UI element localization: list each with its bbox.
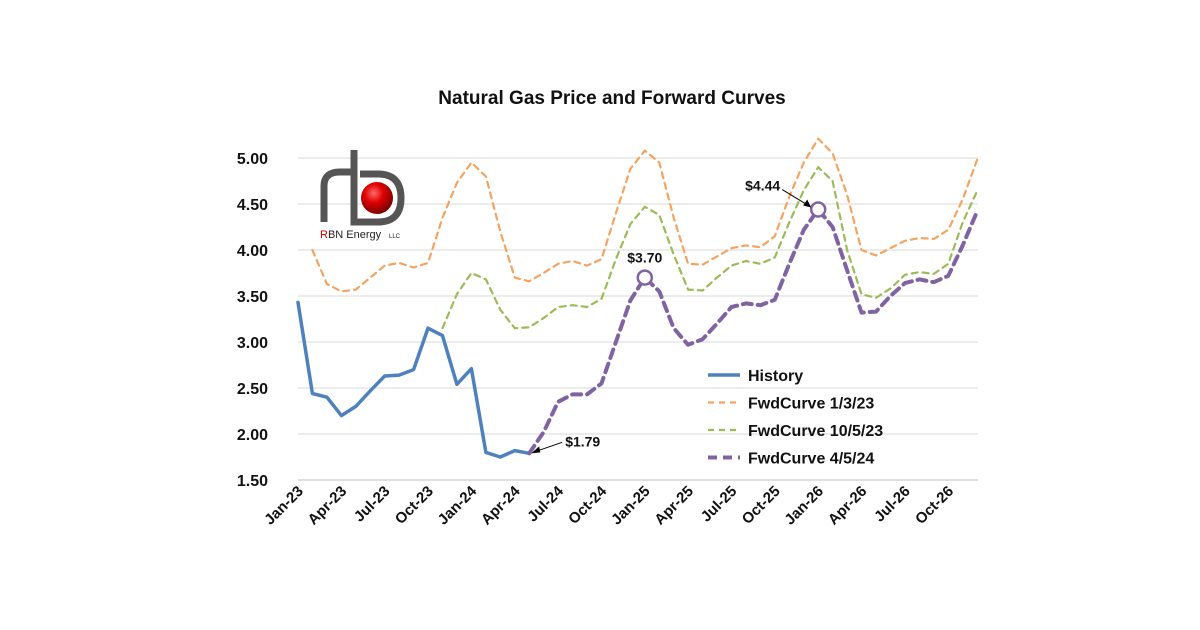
y-tick-label: 3.00 — [237, 335, 268, 352]
y-tick-label: 5.00 — [237, 151, 268, 168]
rbn-logo: RBN Energy LLC — [320, 150, 405, 241]
legend: History FwdCurve 1/3/23 FwdCurve 10/5/23 Fw… — [708, 368, 883, 468]
legend-label-1: FwdCurve 1/3/23 — [748, 396, 874, 413]
x-tick-label: Jul-26 — [871, 483, 914, 526]
y-tick-label: 2.50 — [237, 381, 268, 398]
x-tick-label: Jan-26 — [781, 483, 827, 529]
series-lines — [296, 137, 980, 459]
annotation-label: $3.70 — [627, 250, 662, 266]
x-tick-label: Jan-25 — [608, 483, 654, 529]
legend-label-3: FwdCurve 4/5/24 — [748, 451, 874, 468]
y-tick-label: 1.50 — [237, 473, 268, 490]
annotation-marker — [809, 201, 827, 218]
x-tick-label: Jul-25 — [698, 483, 741, 526]
x-tick-label: Oct-26 — [912, 483, 957, 528]
annotation-label: $4.44 — [745, 178, 780, 194]
x-tick-label: Jan-23 — [261, 483, 307, 529]
x-tick-label: Oct-23 — [392, 483, 437, 528]
x-tick-label: Jan-24 — [435, 482, 481, 528]
x-tick-label: Apr-23 — [305, 483, 351, 529]
logo-text: RBN Energy — [320, 229, 382, 241]
series-line-3 — [527, 207, 980, 456]
legend-label-0: History — [748, 368, 803, 385]
gridlines — [298, 157, 978, 435]
series-line-2 — [441, 166, 979, 330]
y-tick-label: 2.00 — [237, 427, 268, 444]
annotation-arrowhead — [531, 446, 541, 454]
y-axis-tick-labels: 1.50 2.00 2.50 3.00 3.50 4.00 4.50 5.00 — [237, 151, 268, 490]
x-tick-label: Apr-26 — [825, 483, 871, 529]
y-tick-label: 3.50 — [237, 289, 268, 306]
chart-title: Natural Gas Price and Forward Curves — [438, 88, 785, 109]
annotations: $3.70 $4.44 $1.79 — [531, 178, 827, 454]
logo-pipe-r — [320, 168, 352, 222]
annotation-label: $1.79 — [565, 433, 600, 449]
x-tick-label: Oct-24 — [565, 482, 610, 527]
annotation-arrowhead — [803, 199, 812, 208]
legend-label-2: FwdCurve 10/5/23 — [748, 423, 883, 440]
series-line-0 — [296, 300, 531, 459]
annotation-marker — [636, 269, 654, 286]
x-tick-label: Apr-24 — [478, 482, 524, 528]
y-tick-label: 4.50 — [237, 197, 268, 214]
x-tick-label: Apr-25 — [651, 483, 697, 529]
x-tick-label: Jul-24 — [524, 482, 567, 525]
x-tick-label: Oct-25 — [739, 483, 784, 528]
x-tick-label: Jul-23 — [351, 483, 394, 526]
logo-llc: LLC — [389, 234, 401, 240]
logo-red-ball — [361, 182, 393, 214]
series-line-1 — [311, 137, 979, 293]
y-tick-label: 4.00 — [237, 243, 268, 260]
logo-pipe-b — [350, 150, 405, 226]
